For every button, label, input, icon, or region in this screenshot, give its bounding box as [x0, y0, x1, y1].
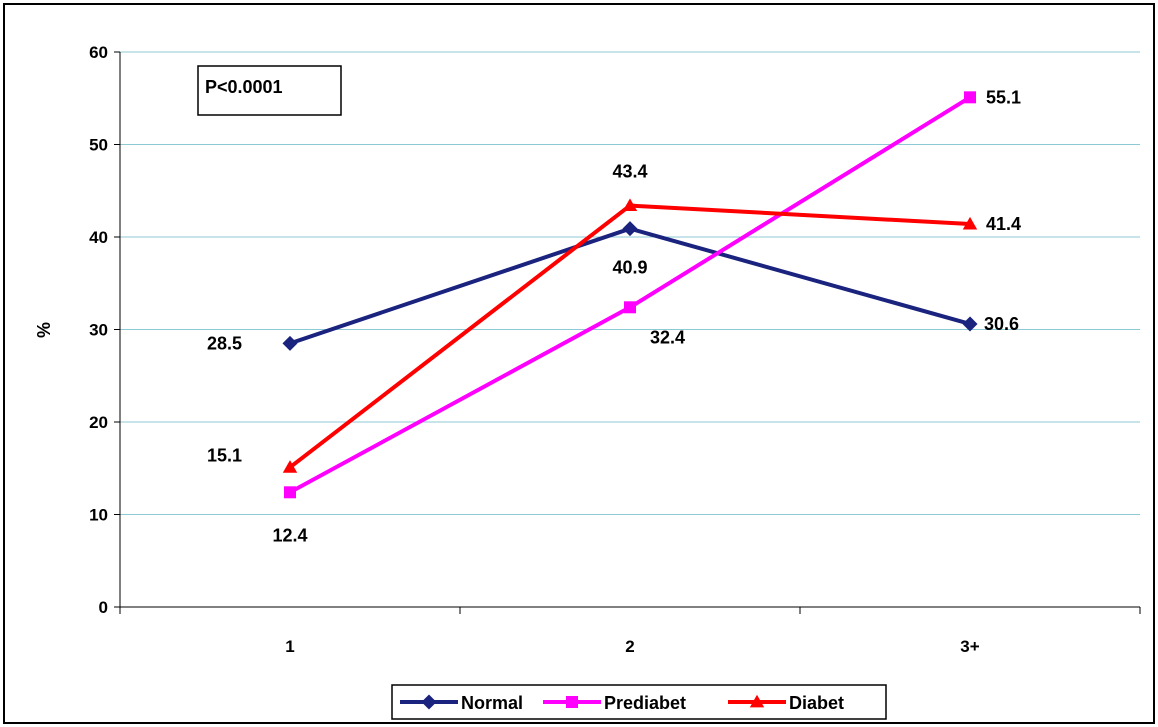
legend-item-diabet: Diabet — [728, 693, 844, 713]
chart-frame — [3, 3, 1155, 724]
series-normal — [282, 221, 978, 351]
data-point-normal — [622, 221, 638, 237]
data-point-normal — [282, 335, 298, 351]
legend-frame — [391, 684, 887, 720]
data-labels: 28.5 40.9 30.6 12.4 32.4 55.1 15.1 43.4 41.4 — [207, 87, 1021, 545]
annotation-box-frame — [197, 65, 342, 116]
legend-marker-normal — [421, 694, 437, 710]
data-label-normal: 28.5 — [207, 333, 242, 353]
data-point-normal — [962, 316, 978, 332]
data-label-normal: 30.6 — [984, 314, 1019, 334]
series-line-normal — [289, 226, 971, 346]
legend-item-normal: Normal — [400, 693, 523, 713]
data-label-prediabet: 55.1 — [986, 87, 1021, 107]
legend-label-prediabet: Prediabet — [604, 693, 686, 713]
annotation-text: P<0.0001 — [205, 77, 283, 97]
x-tick-labels: 1 2 3+ — [285, 637, 979, 656]
legend-marker-diabet — [749, 694, 765, 708]
x-tick-label: 3+ — [960, 637, 979, 656]
data-label-prediabet: 12.4 — [272, 525, 307, 545]
data-point-diabet — [962, 216, 978, 230]
p-value-annotation: P<0.0001 — [197, 65, 342, 116]
series-diabet — [282, 198, 978, 473]
legend: Normal Prediabet Diabet — [391, 684, 887, 720]
y-tick-labels: 0 10 20 30 40 50 60 — [89, 43, 108, 617]
y-tick-label: 30 — [89, 321, 108, 340]
data-point-diabet — [282, 460, 298, 473]
legend-label-normal: Normal — [461, 693, 523, 713]
series-prediabet — [284, 91, 976, 499]
y-tick-label: 20 — [89, 413, 108, 432]
series — [282, 91, 978, 499]
y-tick-label: 40 — [89, 228, 108, 247]
y-axis-title: % — [34, 322, 54, 338]
data-point-diabet — [622, 198, 638, 211]
legend-item-prediabet: Prediabet — [543, 693, 686, 713]
axes — [119, 52, 1140, 608]
data-point-prediabet — [284, 486, 296, 499]
legend-marker-prediabet — [566, 696, 578, 708]
data-label-diabet: 43.4 — [612, 162, 647, 182]
data-label-diabet: 41.4 — [986, 214, 1021, 234]
y-tick-label: 0 — [99, 598, 108, 617]
y-tick-label: 60 — [89, 43, 108, 62]
data-point-prediabet — [624, 301, 636, 314]
data-label-normal: 40.9 — [612, 258, 647, 278]
legend-label-diabet: Diabet — [789, 693, 844, 713]
x-tick-label: 2 — [625, 637, 634, 656]
series-line-diabet — [288, 203, 971, 469]
data-label-prediabet: 32.4 — [650, 327, 685, 347]
y-tick-label: 10 — [89, 506, 108, 525]
data-point-prediabet — [964, 91, 976, 104]
data-label-diabet: 15.1 — [207, 445, 242, 465]
y-tick-label: 50 — [89, 136, 108, 155]
x-tick-label: 1 — [285, 637, 294, 656]
